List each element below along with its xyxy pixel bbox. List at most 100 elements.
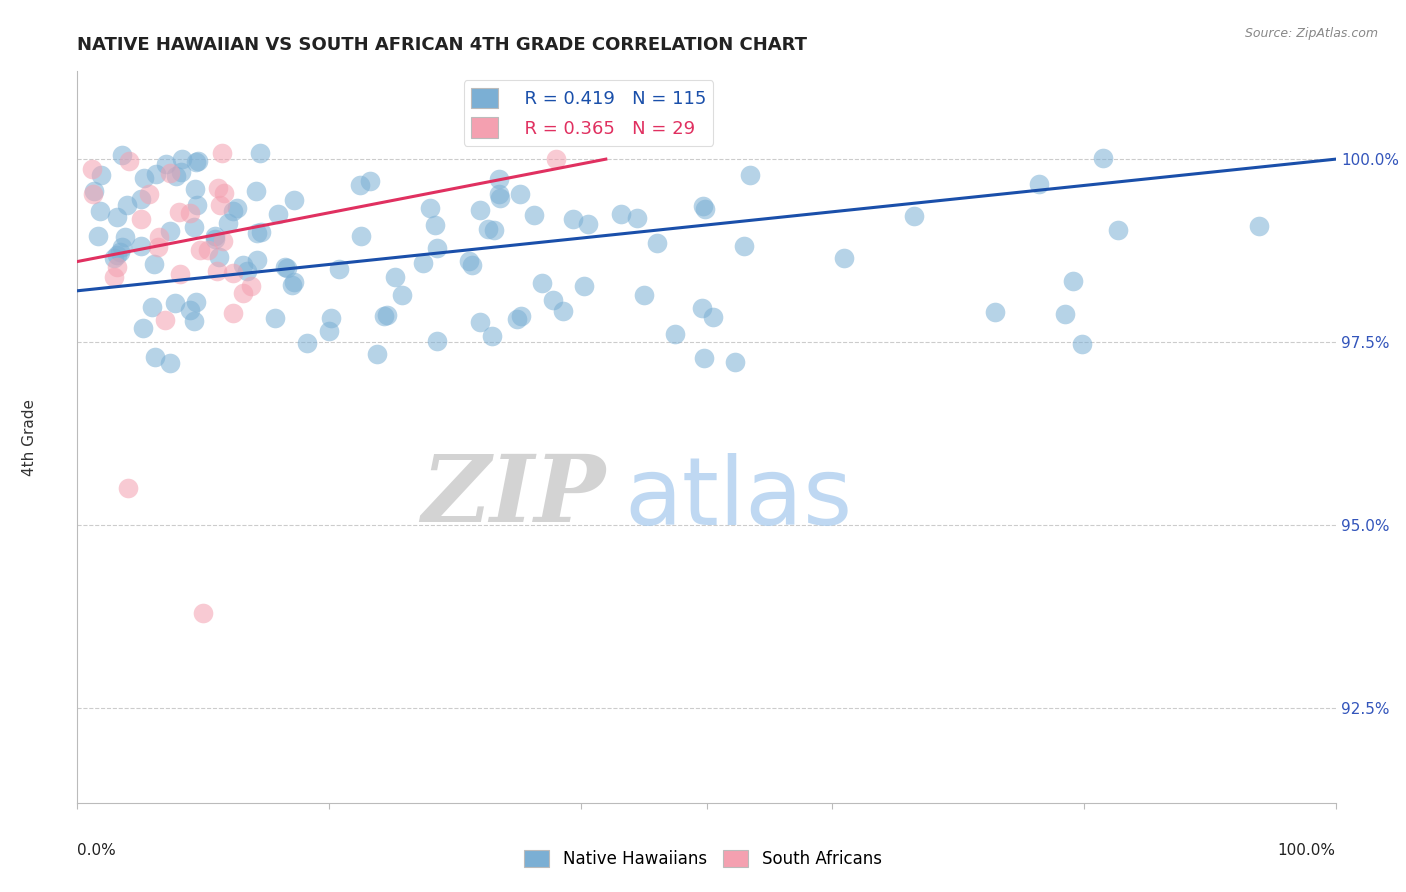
Point bbox=[111, 148, 134, 162]
Point bbox=[724, 354, 747, 368]
Point bbox=[505, 311, 527, 326]
Point bbox=[551, 304, 574, 318]
Point bbox=[207, 181, 229, 195]
Point bbox=[143, 350, 166, 364]
Point bbox=[477, 222, 499, 236]
Point bbox=[702, 310, 724, 324]
Point bbox=[690, 301, 713, 315]
Point bbox=[645, 236, 668, 251]
Point bbox=[523, 207, 546, 221]
Point bbox=[204, 229, 226, 244]
Point bbox=[172, 152, 194, 166]
Point bbox=[155, 157, 177, 171]
Point bbox=[236, 264, 259, 278]
Point bbox=[167, 204, 190, 219]
Point bbox=[111, 240, 134, 254]
Point bbox=[283, 193, 305, 207]
Point bbox=[105, 211, 128, 225]
Point bbox=[187, 153, 209, 168]
Point bbox=[733, 239, 755, 253]
Point bbox=[832, 251, 855, 265]
Point bbox=[205, 264, 228, 278]
Legend: Native Hawaiians, South Africans: Native Hawaiians, South Africans bbox=[517, 843, 889, 875]
Point bbox=[188, 243, 211, 257]
Point bbox=[148, 230, 170, 244]
Point bbox=[183, 313, 205, 327]
Legend:   R = 0.419   N = 115,   R = 0.365   N = 29: R = 0.419 N = 115, R = 0.365 N = 29 bbox=[464, 80, 713, 145]
Point bbox=[118, 153, 141, 168]
Point bbox=[246, 253, 269, 268]
Point bbox=[239, 279, 262, 293]
Point bbox=[89, 203, 111, 218]
Point bbox=[280, 277, 302, 292]
Point bbox=[1054, 307, 1077, 321]
Point bbox=[83, 184, 105, 198]
Point bbox=[1062, 274, 1084, 288]
Point bbox=[87, 229, 110, 244]
Point bbox=[295, 336, 318, 351]
Text: 0.0%: 0.0% bbox=[77, 843, 117, 858]
Point bbox=[105, 247, 128, 261]
Point bbox=[425, 219, 447, 233]
Point bbox=[145, 167, 167, 181]
Point bbox=[184, 295, 207, 310]
Point bbox=[179, 302, 201, 317]
Point bbox=[1092, 151, 1115, 165]
Point bbox=[197, 243, 219, 257]
Point bbox=[105, 260, 128, 275]
Point bbox=[132, 321, 155, 335]
Point bbox=[129, 211, 152, 226]
Point bbox=[159, 165, 181, 179]
Point bbox=[231, 258, 253, 272]
Point bbox=[488, 172, 510, 186]
Point bbox=[664, 327, 686, 342]
Point bbox=[283, 275, 305, 289]
Point bbox=[249, 146, 271, 161]
Point bbox=[481, 329, 503, 343]
Point bbox=[692, 198, 714, 212]
Text: NATIVE HAWAIIAN VS SOUTH AFRICAN 4TH GRADE CORRELATION CHART: NATIVE HAWAIIAN VS SOUTH AFRICAN 4TH GRA… bbox=[77, 36, 807, 54]
Point bbox=[366, 347, 388, 361]
Point bbox=[82, 187, 104, 202]
Text: atlas: atlas bbox=[624, 453, 853, 545]
Point bbox=[359, 174, 381, 188]
Point bbox=[204, 231, 226, 245]
Point bbox=[141, 300, 163, 314]
Point bbox=[184, 155, 207, 169]
Point bbox=[426, 334, 449, 348]
Point bbox=[108, 245, 131, 260]
Point bbox=[1107, 223, 1129, 237]
Point bbox=[458, 254, 481, 268]
Point bbox=[328, 262, 350, 277]
Point bbox=[349, 178, 371, 192]
Point bbox=[633, 288, 655, 302]
Point bbox=[212, 234, 235, 248]
Point bbox=[318, 325, 340, 339]
Point bbox=[576, 218, 599, 232]
Point bbox=[626, 211, 648, 226]
Point bbox=[1070, 337, 1092, 351]
Point bbox=[155, 313, 177, 327]
Point bbox=[543, 293, 565, 307]
Text: 4th Grade: 4th Grade bbox=[22, 399, 37, 475]
Point bbox=[179, 206, 201, 220]
Point bbox=[184, 182, 207, 196]
Point bbox=[208, 251, 231, 265]
Point bbox=[1249, 219, 1271, 234]
Point bbox=[211, 146, 233, 161]
Point bbox=[159, 224, 181, 238]
Point bbox=[609, 207, 631, 221]
Point bbox=[562, 212, 585, 227]
Point bbox=[165, 169, 187, 184]
Point bbox=[384, 270, 406, 285]
Point bbox=[693, 351, 716, 365]
Point bbox=[274, 260, 297, 274]
Point bbox=[169, 267, 191, 281]
Text: 100.0%: 100.0% bbox=[1278, 843, 1336, 858]
Point bbox=[574, 279, 596, 293]
Point bbox=[217, 216, 239, 230]
Point bbox=[103, 252, 125, 266]
Point bbox=[138, 186, 160, 201]
Point bbox=[225, 201, 247, 215]
Point bbox=[209, 198, 232, 212]
